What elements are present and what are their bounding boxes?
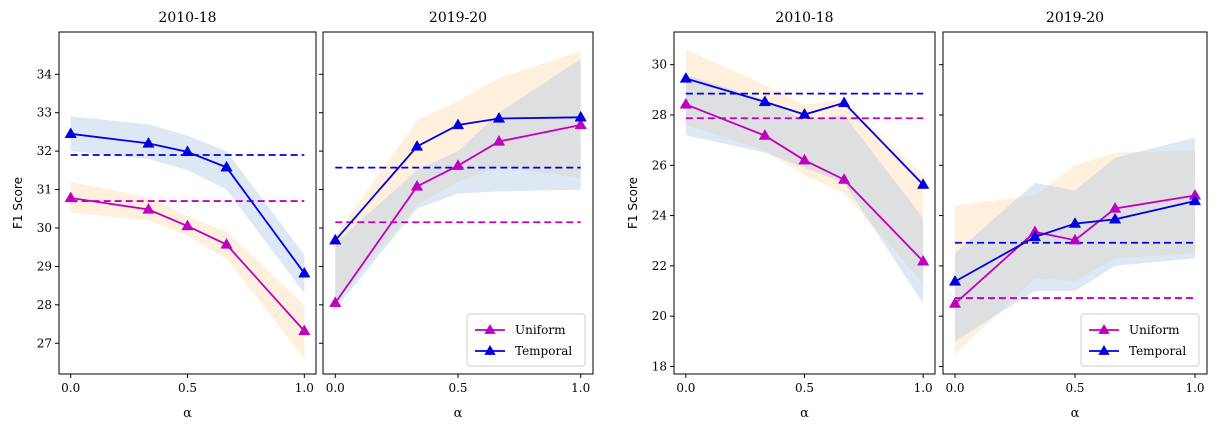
panel-3-xtick-label: 0.0 bbox=[676, 381, 695, 395]
panel-3-xtick-label: 0.5 bbox=[795, 381, 814, 395]
panel-1-title: 2010-18 bbox=[158, 10, 216, 26]
panel-2-temporal-point bbox=[410, 140, 424, 151]
panel-3-xtick-label: 1.0 bbox=[914, 381, 933, 395]
panel-1-uniform-point bbox=[142, 203, 155, 214]
panel-4: 2019-20 α 0.0 0.5 1.0 Uniform Temporal bbox=[939, 10, 1208, 421]
legend-box bbox=[1080, 313, 1200, 367]
panel-2-xtick-label: 0.5 bbox=[448, 381, 467, 395]
panel-2-temporal-point bbox=[451, 118, 465, 130]
panel-4-xtick-label: 0.5 bbox=[1065, 381, 1084, 395]
panel-2-uniform-point bbox=[451, 159, 465, 170]
panel-1-temporal-point bbox=[298, 266, 311, 278]
panel-4-temporal-point bbox=[1068, 217, 1082, 228]
panel-1-ytick-label: 29 bbox=[37, 259, 52, 273]
panel-1-uniform-point bbox=[298, 324, 311, 336]
panel-3: 2010-18 α F1 Score 0.0 0.5 1.0 18 20 22 24 26 28… bbox=[626, 10, 936, 421]
panel-1-ytick-label: 31 bbox=[37, 183, 52, 197]
legend-temporal-marker bbox=[1098, 345, 1110, 355]
panel-3-xlabel: α bbox=[800, 406, 809, 421]
legend-temporal-label: Temporal bbox=[1129, 344, 1186, 358]
panel-2-uniform-point bbox=[492, 135, 506, 146]
panel-1-uniform-band bbox=[70, 181, 305, 359]
panel-3-temporal-band bbox=[685, 74, 924, 304]
legend-uniform-marker bbox=[1098, 324, 1110, 334]
panel-1-temporal-point bbox=[181, 145, 194, 157]
legend-temporal-marker bbox=[484, 345, 496, 355]
panel-3-ytick-label: 26 bbox=[652, 158, 667, 172]
panel-2-temporal-band bbox=[335, 58, 581, 309]
panel-2: 2019-20 α 0.0 0.5 1.0 Uniform Temporal bbox=[319, 10, 594, 421]
panel-1-ytick-label: 27 bbox=[37, 336, 52, 350]
panel-1-uniform-point bbox=[220, 237, 233, 249]
panel-2-temporal-point bbox=[329, 233, 342, 245]
panel-1-ytick-label: 28 bbox=[37, 298, 52, 312]
panel-4-legend: Uniform Temporal bbox=[1080, 313, 1200, 367]
legend-box bbox=[466, 313, 586, 367]
panel-3-temporal-point bbox=[917, 178, 930, 189]
panel-3-title: 2010-18 bbox=[775, 10, 833, 26]
panel-3-temporal-point bbox=[758, 95, 772, 107]
panel-4-uniform-point bbox=[948, 297, 962, 308]
panel-2-uniform-band bbox=[335, 51, 581, 302]
panel-1-xtick-label: 0.5 bbox=[178, 381, 197, 395]
panel-3-uniform-point bbox=[758, 129, 772, 140]
panel-2-legend: Uniform Temporal bbox=[466, 313, 586, 367]
panel-1-temporal-point bbox=[142, 136, 155, 148]
panel-1-xlabel: α bbox=[183, 406, 192, 421]
panel-4-temporal-point bbox=[1108, 212, 1122, 224]
panel-1-ylabel: F1 Score bbox=[11, 177, 25, 229]
panel-3-temporal-point bbox=[798, 107, 811, 119]
panel-4-title: 2019-20 bbox=[1046, 10, 1104, 26]
panel-1-temporal-point bbox=[220, 160, 233, 172]
panel-3-uniform-band bbox=[685, 49, 924, 284]
legend-uniform-label: Uniform bbox=[1129, 323, 1180, 337]
panel-4-xlabel: α bbox=[1071, 406, 1080, 421]
panel-2-xtick-label: 1.0 bbox=[571, 381, 590, 395]
panel-1: 2010-18 α F1 Score 0.0 0.5 1.0 27 28 29 30 31 32… bbox=[11, 10, 317, 421]
panel-2-temporal-point bbox=[492, 111, 506, 123]
panel-3-ytick-label: 20 bbox=[652, 309, 667, 323]
panel-1-ytick-label: 33 bbox=[37, 106, 52, 120]
panel-1-xtick-label: 0.0 bbox=[61, 381, 80, 395]
panel-4-uniform-band bbox=[955, 150, 1195, 354]
panel-1-temporal-point bbox=[64, 127, 77, 138]
panel-3-ylabel: F1 Score bbox=[626, 177, 640, 229]
panel-1-uniform-point bbox=[64, 191, 77, 203]
panel-4-xtick-label: 1.0 bbox=[1185, 381, 1204, 395]
panel-4-uniform-point bbox=[1068, 233, 1082, 245]
panel-2-uniform-point bbox=[574, 118, 587, 130]
legend-temporal-label: Temporal bbox=[515, 344, 572, 358]
panel-4-temporal-point bbox=[948, 274, 962, 286]
panel-1-ytick-label: 32 bbox=[37, 144, 52, 158]
panel-3-ytick-label: 28 bbox=[652, 108, 667, 122]
panel-2-xtick-label: 0.0 bbox=[326, 381, 345, 395]
panel-3-ytick-label: 30 bbox=[652, 58, 667, 72]
panel-3-uniform-point bbox=[798, 153, 811, 165]
panel-2-uniform-point bbox=[410, 179, 424, 191]
panel-3-ytick-label: 18 bbox=[652, 359, 667, 373]
panel-2-temporal-point bbox=[574, 110, 587, 122]
panel-4-temporal-point bbox=[1188, 194, 1202, 206]
panel-1-ytick-label: 34 bbox=[37, 67, 53, 81]
panel-3-temporal-point bbox=[679, 72, 692, 83]
panel-2-title: 2019-20 bbox=[429, 10, 487, 26]
panel-4-uniform-point bbox=[1108, 202, 1122, 213]
legend-uniform-marker bbox=[484, 324, 496, 334]
panel-3-temporal-point bbox=[837, 96, 851, 108]
panel-3-uniform-point bbox=[917, 254, 930, 266]
panel-2-uniform-point bbox=[329, 296, 342, 308]
panel-4-temporal-point bbox=[1028, 230, 1042, 242]
panel-2-xlabel: α bbox=[454, 406, 463, 421]
panel-1-xtick-label: 1.0 bbox=[295, 381, 314, 395]
panel-1-ytick-label: 30 bbox=[37, 221, 52, 235]
panel-3-uniform-point bbox=[837, 173, 851, 184]
panel-3-uniform-point bbox=[679, 97, 692, 109]
panel-1-uniform-point bbox=[181, 219, 194, 231]
panel-3-ytick-label: 24 bbox=[652, 209, 668, 223]
legend-uniform-label: Uniform bbox=[515, 323, 566, 337]
panel-3-ytick-label: 22 bbox=[652, 259, 667, 273]
panel-4-xtick-label: 0.0 bbox=[945, 381, 964, 395]
